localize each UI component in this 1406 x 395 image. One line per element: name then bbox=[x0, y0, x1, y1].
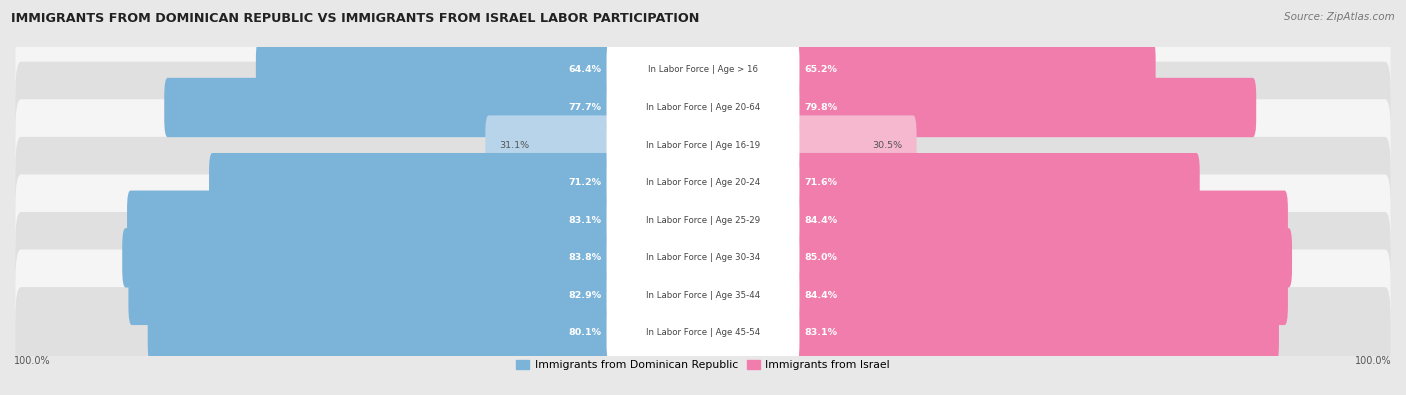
FancyBboxPatch shape bbox=[793, 266, 1288, 325]
FancyBboxPatch shape bbox=[256, 40, 613, 100]
Text: In Labor Force | Age 16-19: In Labor Force | Age 16-19 bbox=[645, 141, 761, 150]
Text: In Labor Force | Age 45-54: In Labor Force | Age 45-54 bbox=[645, 329, 761, 337]
FancyBboxPatch shape bbox=[128, 266, 613, 325]
Text: 84.4%: 84.4% bbox=[804, 216, 838, 225]
FancyBboxPatch shape bbox=[15, 99, 1391, 191]
FancyBboxPatch shape bbox=[606, 78, 800, 137]
Text: 71.6%: 71.6% bbox=[804, 178, 838, 187]
FancyBboxPatch shape bbox=[793, 40, 1156, 100]
Text: 80.1%: 80.1% bbox=[568, 329, 602, 337]
Text: In Labor Force | Age 30-34: In Labor Force | Age 30-34 bbox=[645, 253, 761, 262]
FancyBboxPatch shape bbox=[606, 266, 800, 325]
Text: In Labor Force | Age 25-29: In Labor Force | Age 25-29 bbox=[645, 216, 761, 225]
Text: 85.0%: 85.0% bbox=[804, 253, 837, 262]
Text: 83.1%: 83.1% bbox=[804, 329, 838, 337]
FancyBboxPatch shape bbox=[122, 228, 613, 288]
Text: 71.2%: 71.2% bbox=[568, 178, 602, 187]
FancyBboxPatch shape bbox=[606, 303, 800, 363]
FancyBboxPatch shape bbox=[15, 24, 1391, 116]
Text: In Labor Force | Age 20-64: In Labor Force | Age 20-64 bbox=[645, 103, 761, 112]
Text: 31.1%: 31.1% bbox=[499, 141, 529, 150]
FancyBboxPatch shape bbox=[165, 78, 613, 137]
FancyBboxPatch shape bbox=[485, 115, 613, 175]
FancyBboxPatch shape bbox=[793, 153, 1199, 213]
Text: In Labor Force | Age 35-44: In Labor Force | Age 35-44 bbox=[645, 291, 761, 300]
Text: 100.0%: 100.0% bbox=[1355, 356, 1392, 365]
FancyBboxPatch shape bbox=[793, 115, 917, 175]
Text: In Labor Force | Age 20-24: In Labor Force | Age 20-24 bbox=[645, 178, 761, 187]
Text: 65.2%: 65.2% bbox=[804, 66, 837, 74]
FancyBboxPatch shape bbox=[606, 153, 800, 213]
FancyBboxPatch shape bbox=[793, 78, 1256, 137]
FancyBboxPatch shape bbox=[606, 228, 800, 288]
FancyBboxPatch shape bbox=[15, 212, 1391, 304]
Legend: Immigrants from Dominican Republic, Immigrants from Israel: Immigrants from Dominican Republic, Immi… bbox=[512, 356, 894, 375]
Text: 30.5%: 30.5% bbox=[873, 141, 903, 150]
FancyBboxPatch shape bbox=[15, 62, 1391, 153]
FancyBboxPatch shape bbox=[793, 190, 1288, 250]
Text: 77.7%: 77.7% bbox=[568, 103, 602, 112]
FancyBboxPatch shape bbox=[209, 153, 613, 213]
Text: IMMIGRANTS FROM DOMINICAN REPUBLIC VS IMMIGRANTS FROM ISRAEL LABOR PARTICIPATION: IMMIGRANTS FROM DOMINICAN REPUBLIC VS IM… bbox=[11, 12, 700, 25]
Text: 100.0%: 100.0% bbox=[14, 356, 51, 365]
Text: 82.9%: 82.9% bbox=[568, 291, 602, 300]
Text: 84.4%: 84.4% bbox=[804, 291, 838, 300]
FancyBboxPatch shape bbox=[793, 228, 1292, 288]
FancyBboxPatch shape bbox=[15, 287, 1391, 379]
FancyBboxPatch shape bbox=[606, 190, 800, 250]
Text: 64.4%: 64.4% bbox=[568, 66, 602, 74]
FancyBboxPatch shape bbox=[15, 250, 1391, 341]
Text: 83.1%: 83.1% bbox=[568, 216, 602, 225]
FancyBboxPatch shape bbox=[606, 40, 800, 100]
FancyBboxPatch shape bbox=[148, 303, 613, 363]
Text: 83.8%: 83.8% bbox=[568, 253, 602, 262]
Text: Source: ZipAtlas.com: Source: ZipAtlas.com bbox=[1284, 12, 1395, 22]
FancyBboxPatch shape bbox=[127, 190, 613, 250]
FancyBboxPatch shape bbox=[15, 137, 1391, 228]
FancyBboxPatch shape bbox=[793, 303, 1279, 363]
FancyBboxPatch shape bbox=[606, 115, 800, 175]
FancyBboxPatch shape bbox=[15, 175, 1391, 266]
Text: In Labor Force | Age > 16: In Labor Force | Age > 16 bbox=[648, 66, 758, 74]
Text: 79.8%: 79.8% bbox=[804, 103, 838, 112]
